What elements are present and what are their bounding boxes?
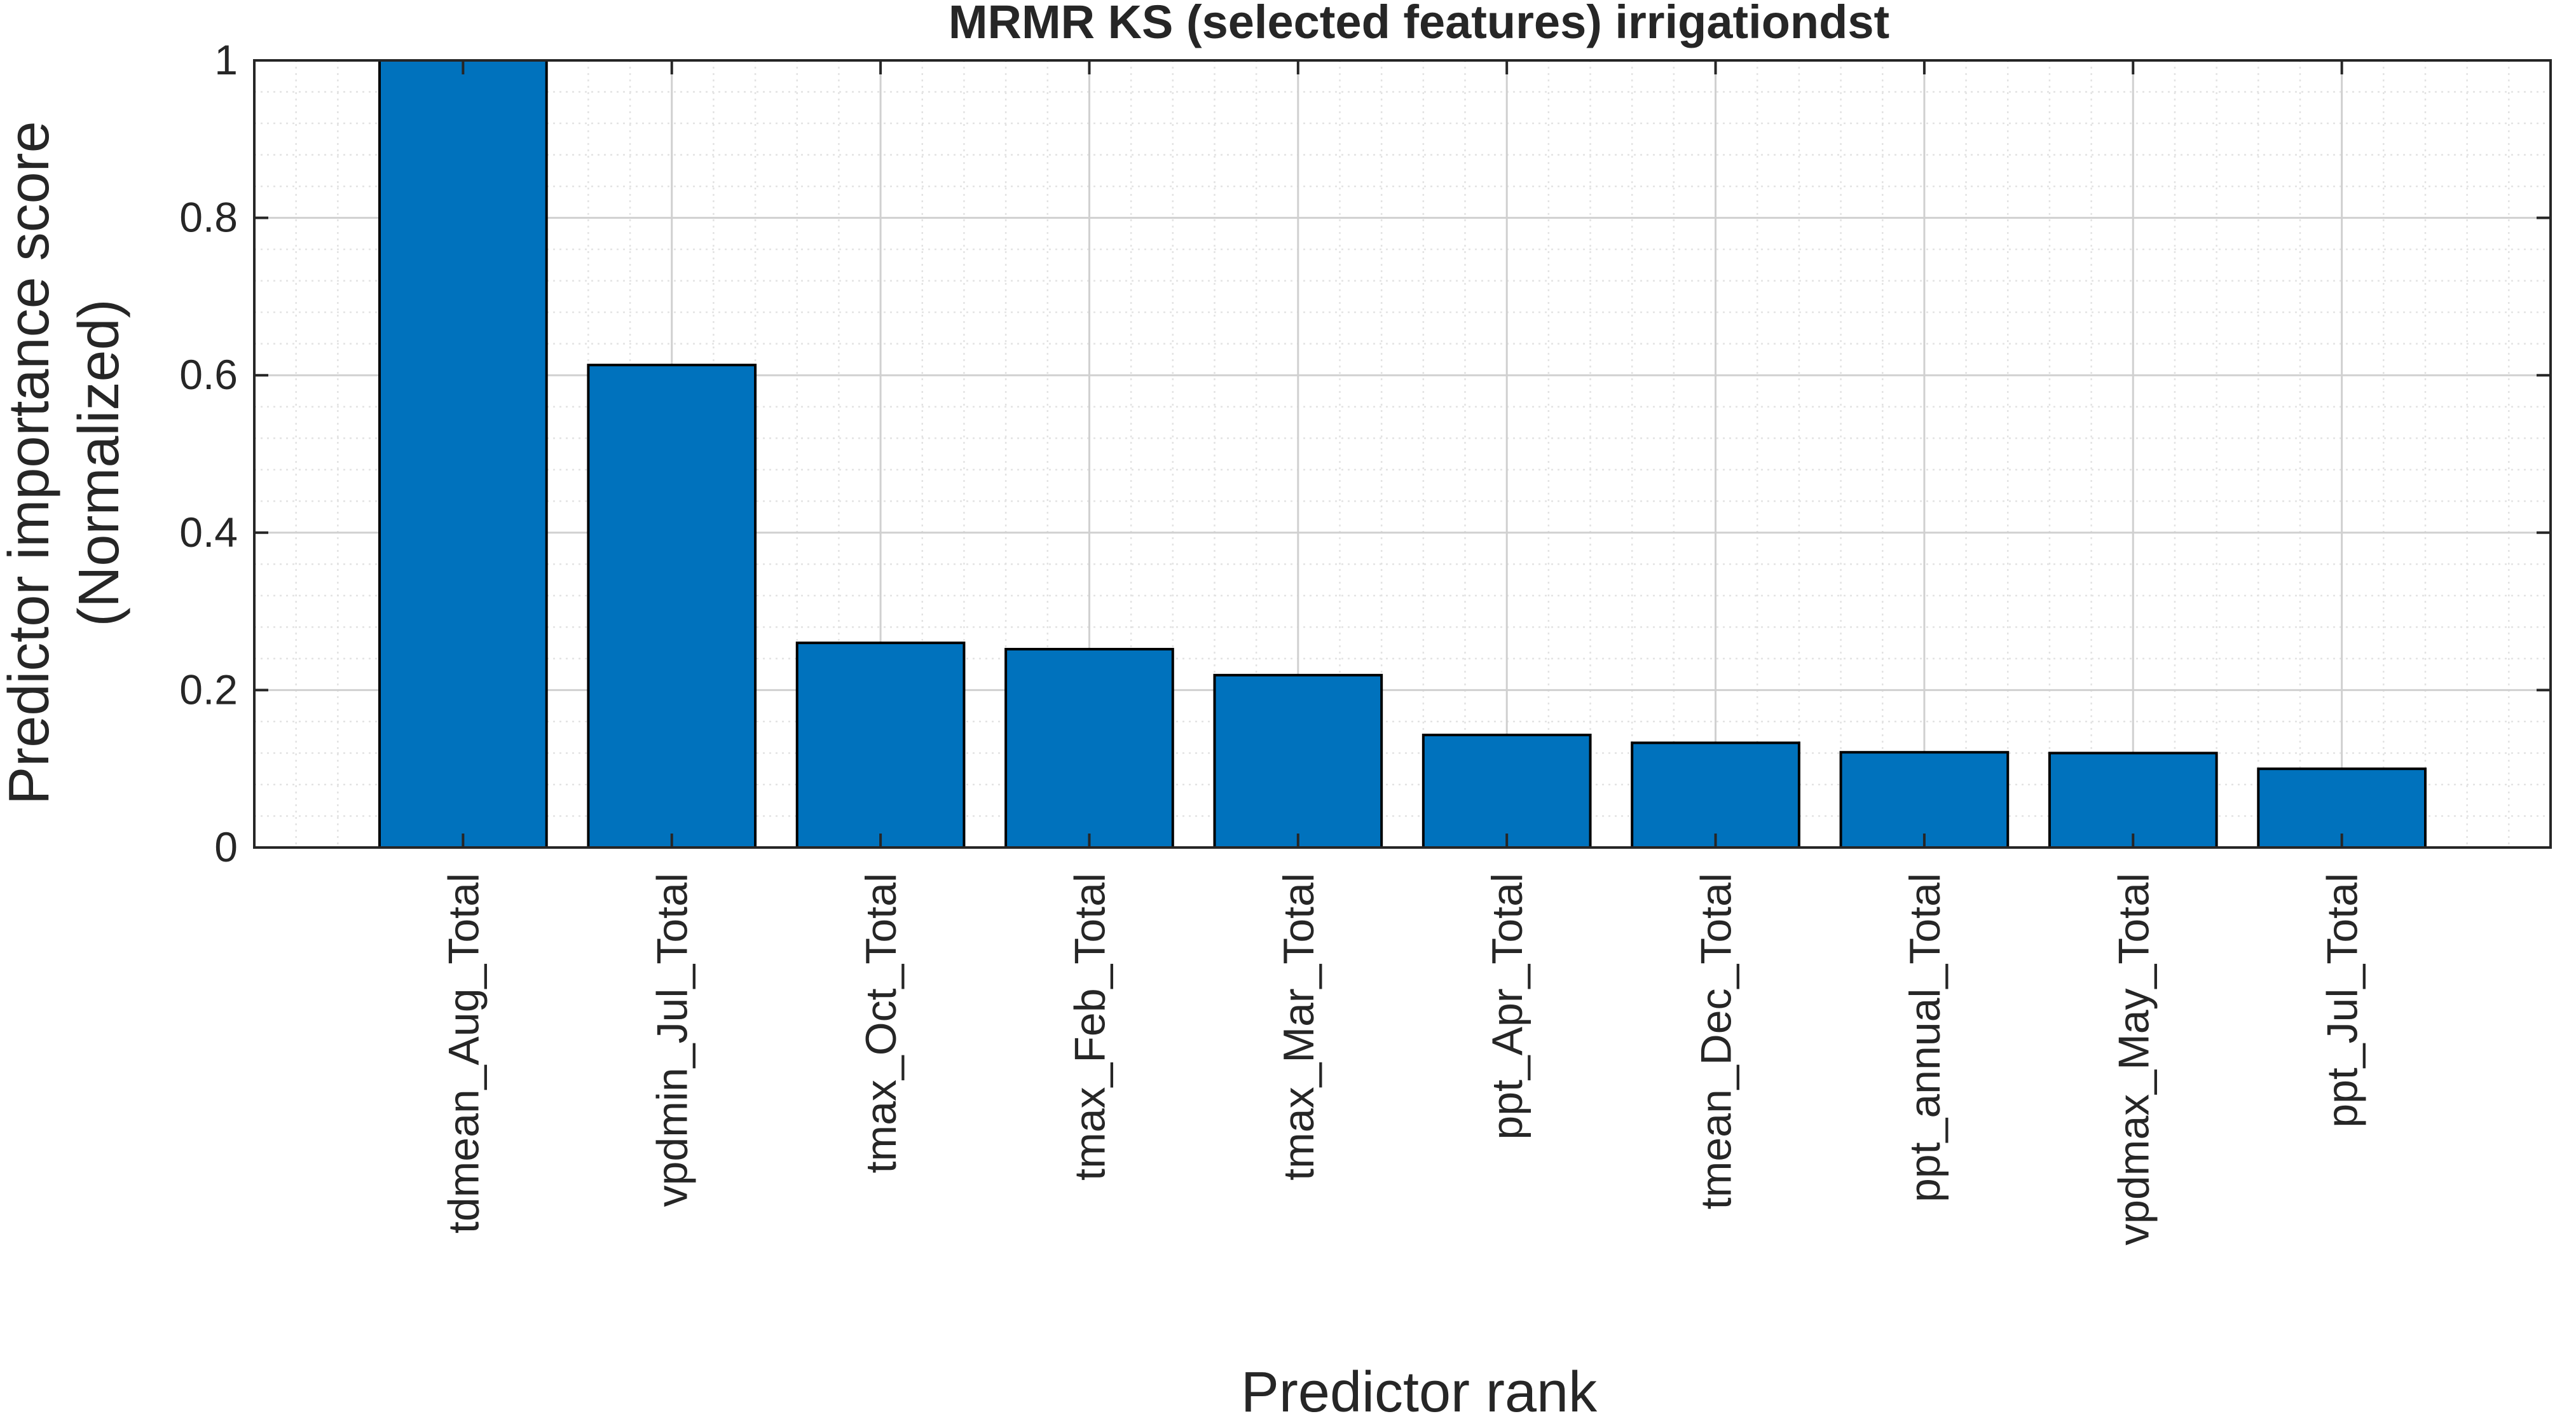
- chart-title: MRMR KS (selected features) irrigationds…: [949, 0, 1889, 48]
- bar-tmax_Mar_Total: [1213, 673, 1383, 849]
- x-category-label: tmax_Mar_Total: [1275, 873, 1323, 1181]
- bar-tmean_Dec_Total: [1631, 741, 1800, 849]
- x-category-label: ppt_annual_Total: [1901, 873, 1949, 1202]
- x-category-labels: tdmean_Aug_Total vpdmin_Jul_Total tmax_Oct…: [439, 873, 2366, 1246]
- bar-ppt_Apr_Total: [1422, 733, 1592, 849]
- bar-tmax_Feb_Total: [1004, 648, 1174, 849]
- y-tick-label: 0.4: [179, 509, 238, 556]
- x-category-label: tmax_Feb_Total: [1065, 873, 1114, 1181]
- x-category-label: ppt_Jul_Total: [2319, 873, 2367, 1128]
- x-category-label: tmean_Dec_Total: [1692, 873, 1741, 1209]
- y-axis-label: Predictor importance score (Normalized): [0, 121, 131, 804]
- y-tick-label: 0.8: [179, 194, 238, 241]
- x-category-label: vpdmax_May_Total: [2109, 873, 2158, 1246]
- x-category-label: tdmean_Aug_Total: [439, 873, 488, 1233]
- x-category-label: tmax_Oct_Total: [857, 873, 905, 1173]
- x-axis-label: Predictor rank: [1241, 1361, 1598, 1418]
- bar-vpdmin_Jul_Total: [587, 364, 757, 849]
- bar-ppt_annual_Total: [1839, 751, 2010, 849]
- y-tick-label: 1: [214, 36, 238, 83]
- y-axis-label-line1: Predictor importance score: [0, 121, 61, 804]
- bar-tmax_Oct_Total: [795, 642, 966, 849]
- x-category-label: ppt_Apr_Total: [1483, 873, 1531, 1140]
- y-axis-label-line2: (Normalized): [67, 299, 131, 626]
- axis-ticks: [254, 59, 2551, 849]
- bar-tdmean_Aug_Total: [378, 59, 548, 849]
- x-category-label: vpdmin_Jul_Total: [648, 873, 697, 1207]
- y-tick-label: 0.2: [179, 666, 238, 713]
- bar-vpdmax_May_Total: [2048, 752, 2218, 849]
- y-tick-label: 0.6: [179, 351, 238, 398]
- bars: [378, 59, 2427, 849]
- y-tick-labels: 0 0.2 0.4 0.6 0.8 1: [179, 36, 238, 870]
- y-tick-label: 0: [214, 823, 238, 870]
- plot-frame: [253, 59, 2552, 849]
